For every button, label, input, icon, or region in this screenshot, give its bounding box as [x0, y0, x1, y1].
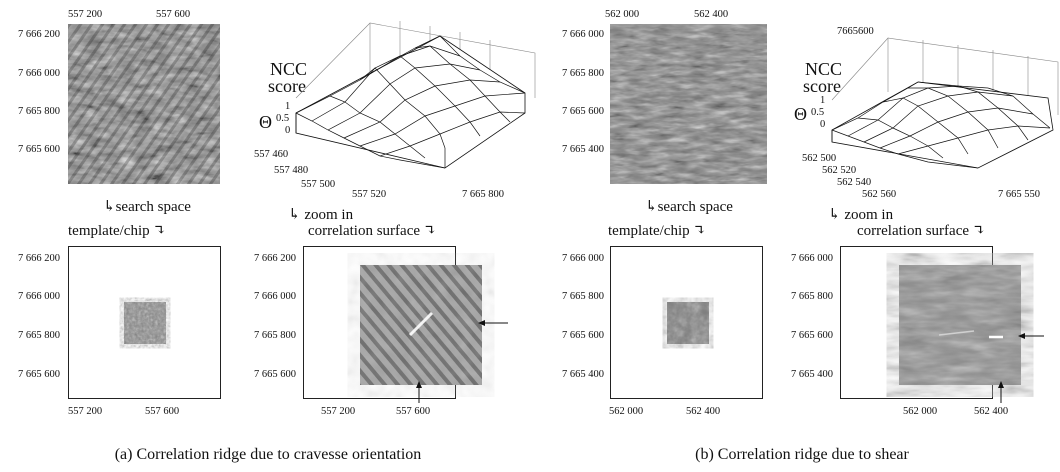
correlation-surface-frame: [840, 246, 1021, 399]
chip-bottom-tick: 562 000: [608, 406, 644, 417]
chip-left-tick: 7 665 400: [562, 369, 604, 380]
zoom-in-label: ↳ zoom in: [828, 207, 894, 223]
search-space-image: [68, 24, 220, 184]
corr-bottom-tick: 562 400: [973, 406, 1009, 417]
template-chip-frame: [610, 246, 763, 399]
corr-bottom-tick: 557 600: [395, 406, 431, 417]
chip-left-tick: 7 665 600: [18, 369, 60, 380]
corr-left-tick: 7 666 000: [791, 253, 833, 264]
z-tick: 1: [820, 95, 826, 106]
search-top-tick: 557 600: [156, 9, 191, 20]
score-label: score: [803, 76, 841, 96]
x-tick: 562 560: [862, 189, 897, 200]
score-label: score: [268, 76, 306, 96]
correlation-surface-frame: [303, 246, 482, 399]
x-tick: 562 500: [802, 153, 837, 164]
correlation-surface-3d: [831, 37, 1059, 169]
corr-left-tick: 7 666 200: [254, 253, 296, 264]
y-tick-top: 7665600: [837, 26, 874, 37]
search-left-tick: 7 666 200: [18, 29, 60, 40]
corr-left-tick: 7 665 600: [254, 369, 296, 380]
template-chip-image: [667, 302, 709, 344]
search-top-tick: 562 400: [694, 9, 729, 20]
z-tick: 1: [285, 101, 291, 112]
x-tick: 557 500: [301, 179, 336, 190]
zoom-in-text: zoom in: [844, 207, 894, 223]
search-left-tick: 7 666 000: [562, 29, 604, 40]
z-tick: 0: [820, 119, 826, 130]
template-chip-text: template/chip: [608, 223, 690, 239]
correlation-surface-text: correlation surface: [857, 223, 970, 239]
correlation-surface-3d: [295, 21, 536, 169]
chip-bottom-tick: 562 400: [685, 406, 721, 417]
x-tick: 557 460: [254, 149, 289, 160]
caption: (a) Correlation ridge due to cravesse or…: [114, 446, 422, 463]
search-left-tick: 7 666 000: [18, 68, 60, 79]
correlation-surface-text: correlation surface: [308, 223, 421, 239]
horizontal-arrow-icon: [1018, 333, 1044, 339]
subfigure-a: 557 200 557 600 7 666 200 7 666 000 7 66…: [18, 9, 536, 463]
chip-left-tick: 7 666 200: [18, 253, 60, 264]
caption: (b) Correlation ridge due to shear: [695, 446, 909, 463]
z-tick: 0: [285, 125, 291, 136]
horizontal-arrow-icon: [478, 320, 508, 326]
ncc-label: NCC: [270, 59, 308, 79]
y-tick: 7 665 800: [462, 189, 504, 200]
template-chip-frame: [68, 246, 221, 399]
search-space-label: ↳search space: [103, 199, 191, 215]
search-top-tick: 557 200: [68, 9, 103, 20]
zoom-in-text: zoom in: [304, 207, 354, 223]
template-chip-text: template/chip: [68, 223, 150, 239]
correlation-surface-image: [899, 265, 1021, 385]
corr-left-tick: 7 665 600: [791, 330, 833, 341]
ncc-label: NCC: [805, 59, 843, 79]
corr-left-tick: 7 665 800: [254, 330, 296, 341]
search-left-tick: 7 665 400: [562, 144, 604, 155]
corr-left-tick: 7 665 800: [791, 291, 833, 302]
search-left-tick: 7 665 600: [562, 106, 604, 117]
corr-left-tick: 7 666 000: [254, 291, 296, 302]
correlation-surface-label: correlation surface ↴: [308, 223, 437, 239]
chip-left-tick: 7 666 000: [18, 291, 60, 302]
corr-bottom-tick: 557 200: [320, 406, 356, 417]
template-chip-label: template/chip ↴: [68, 223, 166, 239]
x-tick: 557 520: [352, 189, 387, 200]
corr-left-tick: 7 665 400: [791, 369, 833, 380]
template-chip-label: template/chip ↴: [608, 223, 706, 239]
z-tick: 0.5: [276, 113, 290, 124]
zoom-in-label: ↳ zoom in: [288, 207, 354, 223]
z-tick: 0.5: [811, 107, 825, 118]
x-tick: 562 520: [822, 165, 857, 176]
x-tick: 562 540: [837, 177, 872, 188]
corr-bottom-tick: 562 000: [902, 406, 938, 417]
search-space-text: search space: [115, 199, 191, 215]
search-left-tick: 7 665 800: [562, 68, 604, 79]
search-left-tick: 7 665 600: [18, 144, 60, 155]
template-chip-image: [124, 302, 166, 344]
vertical-arrow-icon: [416, 381, 422, 403]
x-tick: 557 480: [274, 165, 309, 176]
correlation-surface-label: correlation surface ↴: [857, 223, 986, 239]
chip-left-tick: 7 665 800: [18, 330, 60, 341]
vertical-arrow-icon: [998, 381, 1004, 403]
search-space-text: search space: [657, 199, 733, 215]
search-space-label: ↳search space: [645, 199, 733, 215]
correlation-surface-image: [360, 265, 482, 385]
chip-bottom-tick: 557 600: [144, 406, 180, 417]
chip-left-tick: 7 665 800: [562, 291, 604, 302]
y-tick: 7 665 550: [998, 189, 1040, 200]
search-left-tick: 7 665 800: [18, 106, 60, 117]
theta-label: Θ: [259, 112, 272, 132]
subfigure-b: 562 000 562 400 7 666 000 7 665 800 7 66…: [540, 0, 1060, 472]
chip-left-tick: 7 666 000: [562, 253, 604, 264]
theta-label: Θ: [794, 104, 807, 124]
chip-left-tick: 7 665 600: [562, 330, 604, 341]
search-top-tick: 562 000: [605, 9, 640, 20]
search-space-image: [610, 24, 767, 184]
chip-bottom-tick: 557 200: [67, 406, 103, 417]
